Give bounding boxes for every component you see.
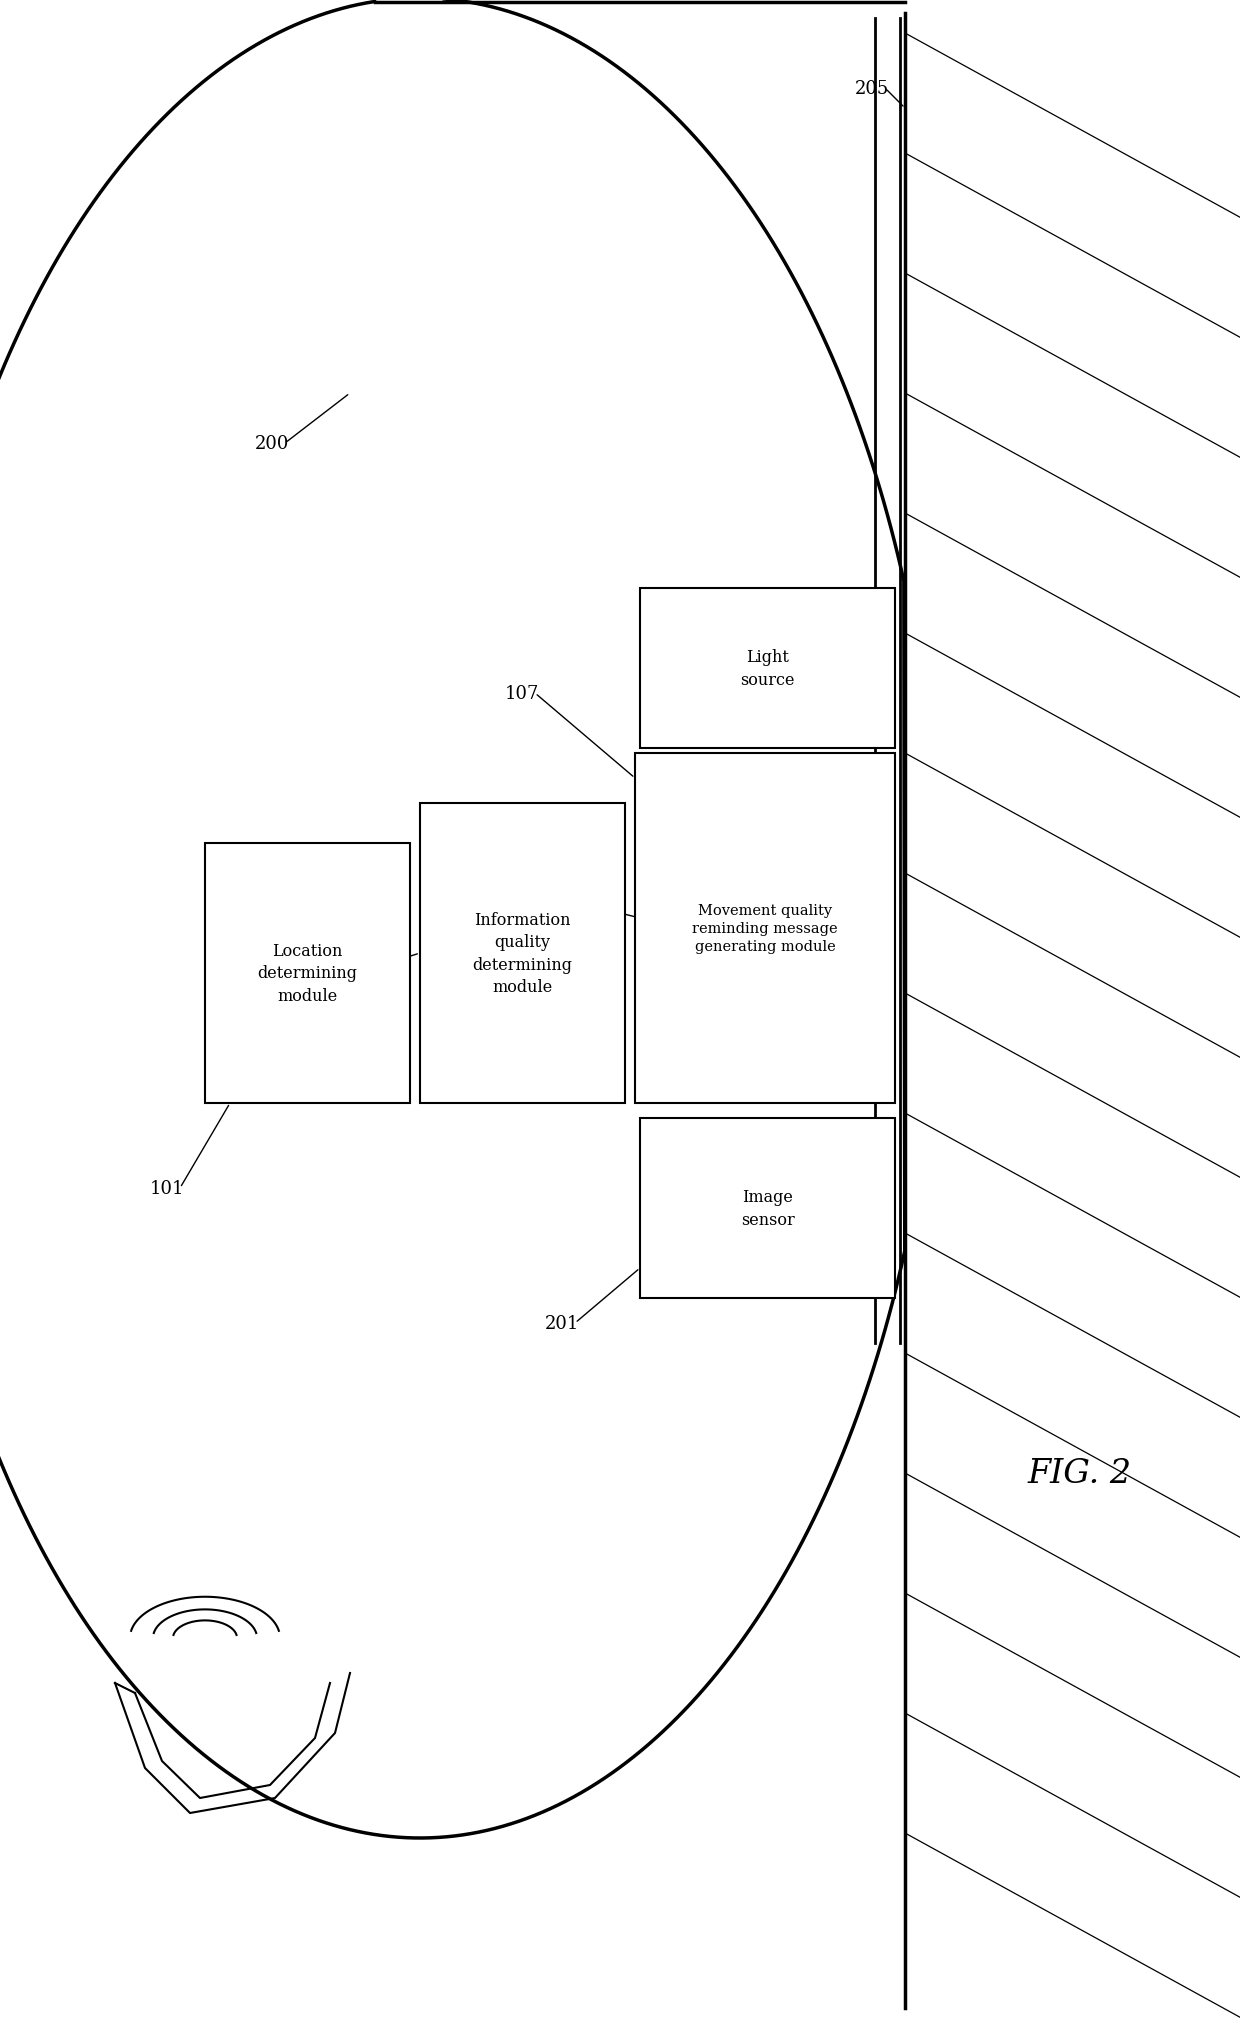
Bar xyxy=(205,844,410,1103)
Text: Movement quality
reminding message
generating module: Movement quality reminding message gener… xyxy=(692,902,838,955)
Bar xyxy=(635,755,895,1103)
Text: 203: 203 xyxy=(551,894,584,912)
Text: 101: 101 xyxy=(150,1179,185,1198)
Text: 105: 105 xyxy=(280,979,315,997)
Text: Information
quality
determining
module: Information quality determining module xyxy=(472,912,573,995)
Bar xyxy=(420,803,625,1103)
Text: FIG. 2: FIG. 2 xyxy=(1028,1457,1132,1489)
Bar xyxy=(640,1119,895,1299)
Text: Light
source: Light source xyxy=(740,649,795,688)
Bar xyxy=(640,589,895,749)
Text: 107: 107 xyxy=(505,684,539,702)
Text: Location
determining
module: Location determining module xyxy=(258,943,357,1003)
Text: Image
sensor: Image sensor xyxy=(740,1190,795,1228)
Text: 201: 201 xyxy=(546,1315,579,1333)
Text: 200: 200 xyxy=(255,435,289,453)
Text: 205: 205 xyxy=(856,81,889,97)
